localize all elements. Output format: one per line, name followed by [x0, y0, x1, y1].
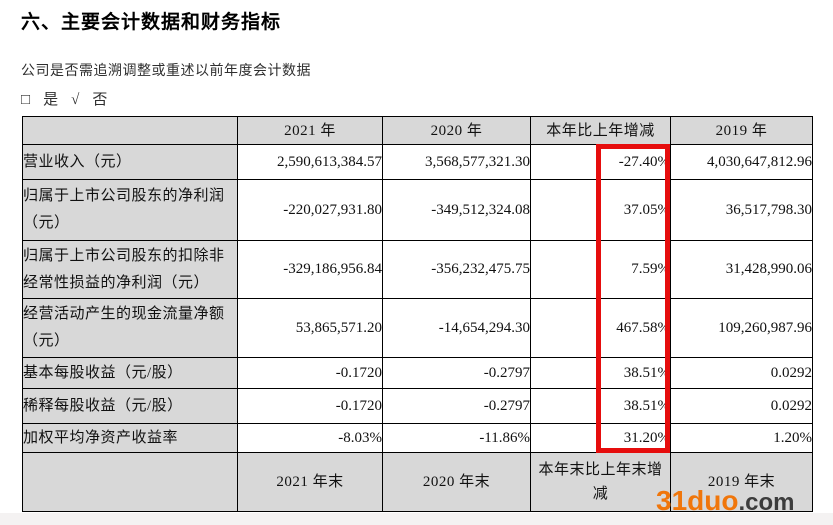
cell-value: -356,232,475.75: [382, 240, 531, 299]
cell-value: 36,517,798.30: [670, 179, 813, 241]
checkmark-icon: √: [71, 92, 80, 108]
checkbox-unchecked-icon: □: [21, 92, 31, 108]
option-no-label: 否: [92, 92, 108, 108]
row-label: 归属于上市公司股东的扣除非经常性损益的净利润（元）: [22, 240, 238, 299]
table-row: 稀释每股收益（元/股） -0.1720 -0.2797 38.51% 0.029…: [22, 388, 813, 424]
cell-value-highlighted: 31.20%: [530, 423, 671, 453]
table-row: 归属于上市公司股东的净利润（元） -220,027,931.80 -349,51…: [22, 179, 813, 241]
table-row: 基本每股收益（元/股） -0.1720 -0.2797 38.51% 0.029…: [22, 357, 813, 389]
cell-value: -8.03%: [237, 423, 383, 453]
cell-value-highlighted: -27.40%: [530, 144, 671, 180]
cell-value: -220,027,931.80: [237, 179, 383, 241]
table-row: 经营活动产生的现金流量净额（元） 53,865,571.20 -14,654,2…: [22, 298, 813, 358]
cell-value: 0.0292: [670, 388, 813, 424]
header-empty: [22, 116, 238, 145]
restatement-question: 公司是否需追溯调整或重述以前年度会计数据: [21, 64, 311, 79]
cell-value: 53,865,571.20: [237, 298, 383, 358]
header-yoy-change: 本年比上年增减: [530, 116, 671, 145]
footer-yoy-end-change: 本年末比上年末增减: [530, 452, 671, 512]
footer-2020-end: 2020 年末: [382, 452, 531, 512]
row-label: 营业收入（元）: [22, 144, 238, 180]
row-label: 归属于上市公司股东的净利润（元）: [22, 179, 238, 241]
cell-value: 3,568,577,321.30: [382, 144, 531, 180]
footer-2019-end: 2019 年末: [670, 452, 813, 512]
page-bottom-strip: [0, 513, 833, 525]
row-label: 加权平均净资产收益率: [22, 423, 238, 453]
cell-value: 1.20%: [670, 423, 813, 453]
cell-value: 4,030,647,812.96: [670, 144, 813, 180]
watermark-brand: 31duo: [656, 485, 739, 516]
row-label: 稀释每股收益（元/股）: [22, 388, 238, 424]
cell-value: -11.86%: [382, 423, 531, 453]
cell-value-highlighted: 467.58%: [530, 298, 671, 358]
cell-value: 31,428,990.06: [670, 240, 813, 299]
cell-value-highlighted: 7.59%: [530, 240, 671, 299]
footer-empty: [22, 452, 238, 512]
cell-value: -0.2797: [382, 388, 531, 424]
cell-value: -0.1720: [237, 357, 383, 389]
table-row: 营业收入（元） 2,590,613,384.57 3,568,577,321.3…: [22, 144, 813, 180]
cell-value: 109,260,987.96: [670, 298, 813, 358]
row-label: 经营活动产生的现金流量净额（元）: [22, 298, 238, 358]
cell-value: -0.1720: [237, 388, 383, 424]
watermark: 31duo.com: [656, 485, 794, 517]
cell-value: -14,654,294.30: [382, 298, 531, 358]
table-footer-row: 2021 年末 2020 年末 本年末比上年末增减 2019 年末: [22, 452, 813, 512]
financial-indicators-table: 2021 年 2020 年 本年比上年增减 2019 年 营业收入（元） 2,5…: [22, 116, 813, 512]
section-title: 六、主要会计数据和财务指标: [21, 12, 282, 33]
header-2020: 2020 年: [382, 116, 531, 145]
header-2021: 2021 年: [237, 116, 383, 145]
watermark-tld: .com: [738, 489, 795, 516]
table-header-row: 2021 年 2020 年 本年比上年增减 2019 年: [22, 116, 813, 145]
cell-value-highlighted: 38.51%: [530, 357, 671, 389]
restatement-options: □ 是 √ 否: [21, 88, 120, 109]
header-2019: 2019 年: [670, 116, 813, 145]
cell-value: -0.2797: [382, 357, 531, 389]
table-row: 加权平均净资产收益率 -8.03% -11.86% 31.20% 1.20%: [22, 423, 813, 453]
cell-value-highlighted: 37.05%: [530, 179, 671, 241]
option-yes-label: 是: [43, 92, 59, 108]
cell-value: -329,186,956.84: [237, 240, 383, 299]
cell-value: 2,590,613,384.57: [237, 144, 383, 180]
cell-value: -349,512,324.08: [382, 179, 531, 241]
row-label: 基本每股收益（元/股）: [22, 357, 238, 389]
cell-value-highlighted: 38.51%: [530, 388, 671, 424]
table-row: 归属于上市公司股东的扣除非经常性损益的净利润（元） -329,186,956.8…: [22, 240, 813, 299]
footer-2021-end: 2021 年末: [237, 452, 383, 512]
cell-value: 0.0292: [670, 357, 813, 389]
